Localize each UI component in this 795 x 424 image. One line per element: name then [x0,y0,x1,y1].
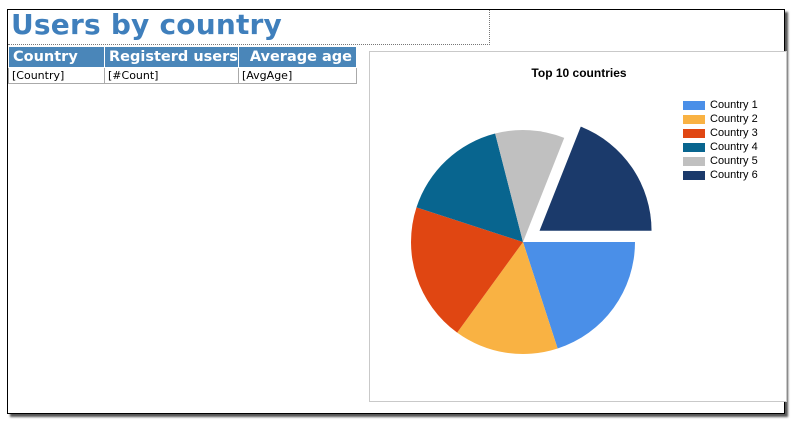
cell-country: [Country] [8,67,105,84]
legend-label: Country 4 [710,141,758,153]
pie-slice-6 [539,126,652,231]
legend-swatch [683,170,705,180]
legend-item: Country 2 [683,112,758,126]
legend-item: Country 6 [683,168,758,182]
legend-item: Country 1 [683,98,758,112]
column-header-registered-users: Registerd users [104,46,239,68]
table-header-row: Country Registerd users Average age [8,46,357,68]
legend-item: Country 3 [683,126,758,140]
legend-label: Country 5 [710,155,758,167]
legend-swatch [683,128,705,138]
pie-slice-1 [523,242,635,349]
cell-avg-age: [AvgAge] [238,67,357,84]
legend-swatch [683,100,705,110]
pie-slice-3 [411,207,523,333]
column-header-average-age: Average age [238,46,357,68]
pie-chart: Top 10 countries Country 1 Country 2 Count… [369,51,787,402]
pie-slice-4 [416,133,523,242]
legend-label: Country 1 [710,99,758,111]
chart-title: Top 10 countries [531,66,627,80]
legend-label: Country 2 [710,113,758,125]
users-table: Country Registerd users Average age [Cou… [8,46,357,84]
pie-slice-5 [495,130,565,242]
title-box: Users by country [8,8,490,45]
legend-label: Country 6 [710,169,758,181]
column-header-country: Country [8,46,105,68]
cell-count: [#Count] [104,67,239,84]
report-page: Users by country Country Registerd users… [7,8,787,414]
report-title: Users by country [11,8,283,41]
table-row: [Country] [#Count] [AvgAge] [8,67,357,84]
legend-item: Country 4 [683,140,758,154]
legend-swatch [683,114,705,124]
pie-slice-2 [457,242,558,355]
legend-swatch [683,142,705,152]
legend-item: Country 5 [683,154,758,168]
legend-label: Country 3 [710,127,758,139]
legend-swatch [683,156,705,166]
chart-legend: Country 1 Country 2 Country 3 Country 4 Coun… [683,98,758,182]
pie-plot [411,126,652,355]
